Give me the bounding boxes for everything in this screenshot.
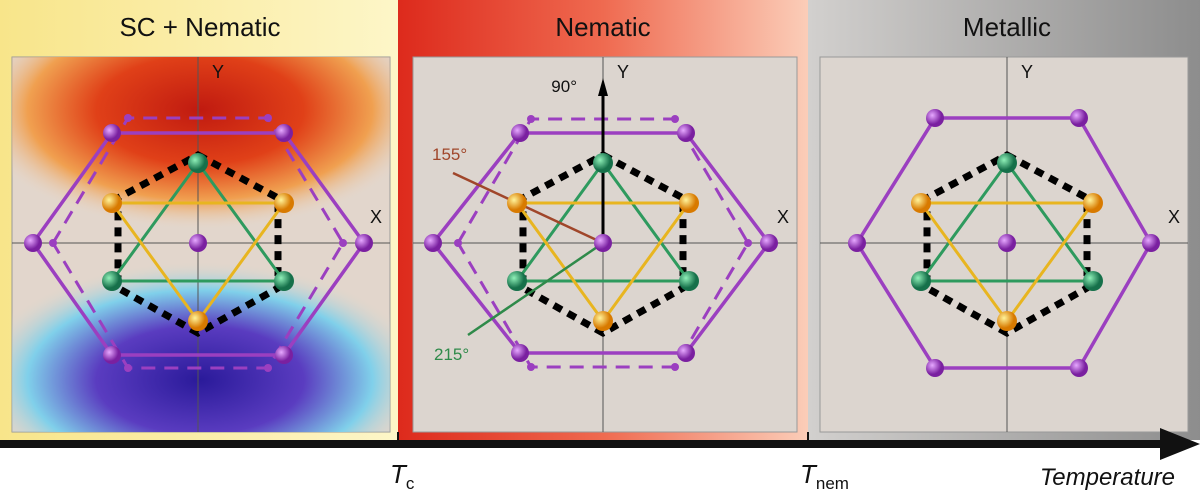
temperature-label: Temperature [1040,464,1175,491]
purple-atom [926,109,944,127]
small-purple-atom [124,364,132,372]
x-axis-label: X [1168,207,1180,227]
green-triangle [109,160,287,283]
panel-title-metallic: Metallic [963,12,1051,42]
purple-atom [998,234,1016,252]
purple-atom [760,234,778,252]
angle-155-label: 155° [432,145,467,164]
purple-atom [275,346,293,364]
purple-atom [511,124,529,142]
215-degree-arrow [467,241,604,337]
small-purple-atom [671,363,679,371]
yellow-atom [1083,193,1103,213]
small-purple-atom [527,115,535,123]
purple-atom [926,359,944,377]
purple-atom [103,124,121,142]
green-atom [274,271,294,291]
purple-atom [677,344,695,362]
green-atom [679,271,699,291]
yellow-atom [102,193,122,213]
y-axis-label: Y [1021,62,1033,82]
angle-90-label: 90° [551,77,577,96]
panel-title-sc-nematic: SC + Nematic [119,12,280,42]
y-axis-label: Y [212,62,224,82]
small-purple-atom [671,115,679,123]
purple-atom [594,234,612,252]
green-atom [188,153,208,173]
green-atom [102,271,122,291]
small-purple-atom [527,363,535,371]
90-degree-arrowhead [598,78,608,96]
small-purple-atom [744,239,752,247]
purple-atom [355,234,373,252]
purple-atom [677,124,695,142]
x-axis-label: X [370,207,382,227]
small-purple-atom [124,114,132,122]
purple-atom [848,234,866,252]
metallic-plot: XY [819,56,1189,433]
small-purple-atom [264,114,272,122]
nematic-plot: X Y 90° 155° 215° [412,56,798,433]
yellow-atom [593,311,613,331]
small-purple-atom [339,239,347,247]
small-purple-atom [454,239,462,247]
green-triangle [918,160,1096,283]
purple-atom [275,124,293,142]
yellow-atom [507,193,527,213]
yellow-triangle [918,201,1096,324]
yellow-atom [274,193,294,213]
axis-arrowhead [1160,428,1200,460]
green-atom [997,153,1017,173]
small-purple-atom [49,239,57,247]
155-degree-arrow [452,171,604,245]
small-purple-atom [264,364,272,372]
yellow-atom [188,311,208,331]
purple-atom [424,234,442,252]
yellow-atom [911,193,931,213]
y-axis-label: Y [617,62,629,82]
green-atom [593,153,613,173]
angle-215-label: 215° [434,345,469,364]
purple-atom [189,234,207,252]
purple-atom [1142,234,1160,252]
green-atom [911,271,931,291]
temperature-axis [0,440,1170,448]
purple-atom [1070,109,1088,127]
purple-atom [1070,359,1088,377]
purple-atom [24,234,42,252]
tc-label: Tc [390,459,415,493]
red-lobe [12,57,390,230]
purple-atom [511,344,529,362]
blue-lobe [12,260,390,432]
green-atom [1083,271,1103,291]
sc-nematic-plot: XY [11,56,391,433]
panel-title-nematic: Nematic [555,12,650,42]
yellow-atom [997,311,1017,331]
yellow-atom [679,193,699,213]
purple-atom [103,346,121,364]
green-atom [507,271,527,291]
yellow-triangle [109,201,287,324]
x-axis-label: X [777,207,789,227]
tnem-label: Tnem [800,459,849,493]
